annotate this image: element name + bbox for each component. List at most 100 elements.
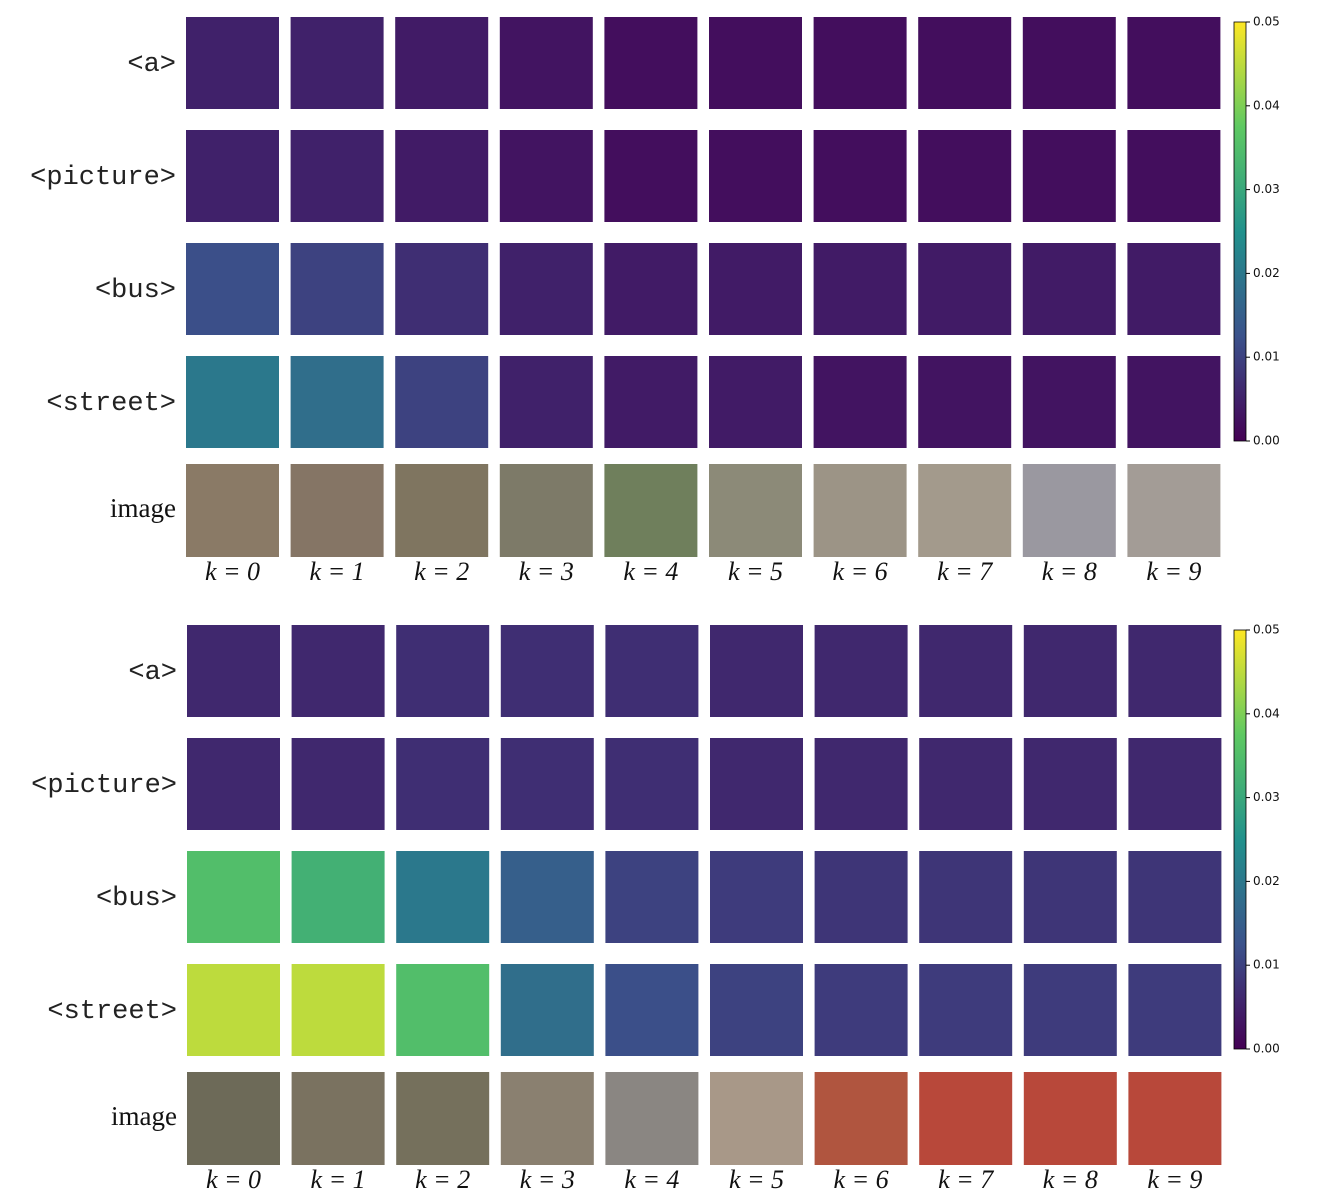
generated-image (291, 1072, 385, 1165)
generated-image (1023, 1072, 1117, 1165)
heatmap-cell (395, 356, 489, 448)
heatmap-cell (918, 356, 1012, 448)
panel: <a> <picture> <bus> <street> image k = 0 k = 1… (30, 15, 1280, 586)
k-label: k = 5 (729, 1165, 784, 1194)
k-label: k = 7 (938, 1165, 994, 1194)
k-label: k = 0 (206, 1165, 261, 1194)
heatmap-cell (814, 625, 908, 717)
heatmap-cell (919, 851, 1013, 943)
heatmap-cell (814, 738, 908, 830)
colorbar-tick-label: 0.04 (1253, 706, 1280, 720)
heatmap-cell (709, 356, 802, 448)
colorbar-tick-label: 0.05 (1253, 15, 1280, 29)
heatmap-cell (918, 17, 1012, 109)
heatmap-cell (604, 17, 698, 109)
row-label: <a> (128, 658, 177, 688)
heatmap-cell (395, 243, 489, 335)
heatmap-cell (814, 851, 908, 943)
heatmap-cell (500, 625, 594, 717)
k-label: k = 5 (728, 557, 783, 586)
heatmap-cell (813, 243, 907, 335)
k-label: k = 4 (623, 557, 678, 586)
k-label: k = 2 (414, 557, 469, 586)
row-label: <a> (127, 50, 176, 80)
heatmap-cell (500, 738, 594, 830)
heatmap-cell (604, 243, 698, 335)
heatmap-cell (396, 738, 490, 830)
heatmap-cell (604, 130, 698, 222)
heatmap-cell (290, 130, 384, 222)
heatmap-cell (396, 625, 490, 717)
heatmap-cell (1128, 625, 1222, 717)
heatmap-cell (709, 243, 802, 335)
heatmap-cell (1023, 964, 1117, 1056)
heatmap-cell (605, 851, 699, 943)
heatmap-cell (500, 964, 594, 1056)
heatmap-cell (1128, 738, 1222, 830)
heatmap-cell (710, 851, 803, 943)
heatmap-cell (604, 356, 698, 448)
generated-image (395, 464, 489, 557)
heatmap-cell (919, 625, 1013, 717)
generated-image (605, 1072, 699, 1165)
heatmap-cell (1022, 17, 1116, 109)
heatmap-cell (290, 356, 384, 448)
heatmap-cell (187, 738, 280, 830)
heatmap-cell (1022, 243, 1116, 335)
colorbar-tick-label: 0.05 (1253, 623, 1280, 637)
heatmap-cell (1023, 625, 1117, 717)
k-label: k = 1 (310, 557, 365, 586)
colorbar-tick-label: 0.02 (1253, 266, 1280, 280)
heatmap-cell (1023, 738, 1117, 830)
generated-image (918, 464, 1012, 557)
panel: <a> <picture> <bus> <street> image k = 0 k = 1… (31, 623, 1280, 1194)
heatmap-cell (1128, 964, 1222, 1056)
colorbar-tick-label: 0.00 (1253, 434, 1280, 448)
heatmap-cell (291, 625, 385, 717)
row-label: <street> (46, 389, 176, 419)
heatmap-cell (396, 851, 490, 943)
heatmap-cell (291, 738, 385, 830)
heatmap-cell (813, 356, 907, 448)
k-label: k = 9 (1147, 1165, 1202, 1194)
heatmap-cell (1127, 130, 1221, 222)
image-label: image (110, 493, 176, 523)
colorbar-tick-label: 0.02 (1253, 874, 1280, 888)
heatmap-cell (814, 964, 908, 1056)
heatmap-cell (710, 964, 803, 1056)
row-label: <picture> (30, 163, 176, 193)
generated-image (919, 1072, 1013, 1165)
heatmap-cell (187, 964, 280, 1056)
heatmap-cell (813, 130, 907, 222)
heatmap-cell (395, 17, 489, 109)
heatmap-cell (1023, 851, 1117, 943)
heatmap-cell (710, 738, 803, 830)
heatmap-cell (1127, 17, 1221, 109)
heatmap-cell (919, 964, 1013, 1056)
k-label: k = 0 (205, 557, 260, 586)
k-label: k = 8 (1043, 1165, 1098, 1194)
heatmap-cell (186, 17, 279, 109)
k-label: k = 6 (834, 1165, 889, 1194)
heatmap-cell (813, 17, 907, 109)
heatmap-cell (186, 130, 279, 222)
generated-image (290, 464, 384, 557)
heatmap-cell (186, 243, 279, 335)
colorbar (1233, 21, 1247, 442)
k-label: k = 9 (1146, 557, 1201, 586)
colorbar (1233, 629, 1247, 1050)
heatmap-cell (919, 738, 1013, 830)
heatmap-cell (499, 243, 593, 335)
heatmap-cell (710, 625, 803, 717)
heatmap-cell (396, 964, 490, 1056)
colorbar-tick-label: 0.01 (1253, 958, 1280, 972)
heatmap-cell (290, 17, 384, 109)
row-label: <street> (47, 997, 177, 1027)
generated-image (396, 1072, 490, 1165)
heatmap-cell (499, 356, 593, 448)
heatmap-cell (1022, 356, 1116, 448)
k-label: k = 3 (519, 557, 574, 586)
heatmap-cell (605, 625, 699, 717)
colorbar-tick-label: 0.04 (1253, 98, 1280, 112)
k-label: k = 4 (624, 1165, 679, 1194)
